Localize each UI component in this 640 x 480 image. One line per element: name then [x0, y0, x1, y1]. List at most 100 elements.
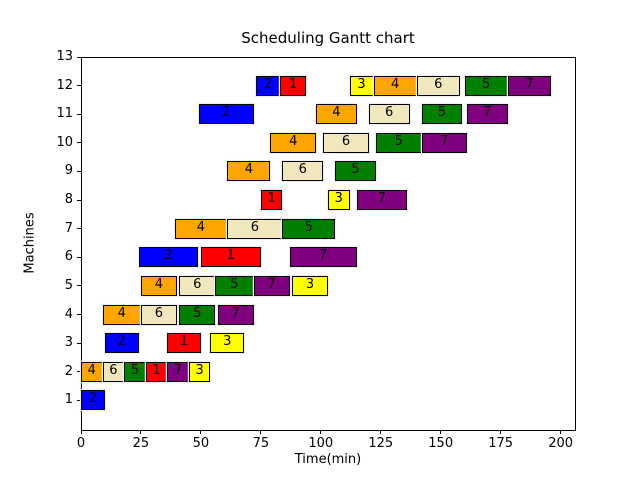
gantt-bar: 5 — [464, 75, 508, 96]
x-tick-mark — [200, 430, 202, 434]
gantt-bar: 5 — [124, 361, 146, 382]
gantt-bar-job-label: 2 — [88, 391, 98, 407]
gantt-bar-job-label: 4 — [289, 133, 298, 149]
gantt-bar: 2 — [256, 75, 281, 96]
y-tick-mark — [77, 342, 81, 344]
y-tick-label: 1 — [64, 392, 73, 408]
gantt-bar: 1 — [167, 333, 201, 354]
gantt-bar: 2 — [81, 390, 105, 411]
y-tick-mark — [77, 314, 81, 316]
gantt-bar: 4 — [81, 361, 103, 382]
gantt-bar-job-label: 4 — [391, 76, 400, 92]
gantt-bar: 6 — [282, 161, 324, 182]
x-tick-mark — [380, 430, 382, 434]
gantt-bar: 5 — [282, 218, 336, 239]
y-tick-label: 7 — [64, 220, 73, 236]
x-tick-mark — [80, 430, 82, 434]
gantt-bar: 6 — [179, 275, 216, 296]
gantt-bar-job-label: 1 — [289, 76, 298, 92]
gantt-bar: 3 — [328, 190, 350, 211]
gantt-bar: 6 — [323, 132, 369, 153]
x-tick-label: 100 — [308, 436, 334, 451]
gantt-bar-job-label: 4 — [87, 362, 96, 378]
chart-title: Scheduling Gantt chart — [241, 29, 415, 47]
y-tick-label: 2 — [64, 363, 73, 379]
y-tick-mark — [77, 113, 81, 115]
gantt-bar: 1 — [145, 361, 168, 382]
x-tick-label: 75 — [252, 436, 270, 451]
y-tick-label: 9 — [64, 163, 73, 179]
gantt-bar-job-label: 6 — [193, 276, 202, 292]
gantt-bar-job-label: 6 — [341, 133, 351, 149]
gantt-bar: 4 — [140, 275, 177, 296]
gantt-bar: 3 — [349, 75, 374, 96]
gantt-bar: 7 — [467, 104, 508, 125]
gantt-bar-job-label: 7 — [483, 105, 492, 121]
gantt-bar-job-label: 3 — [357, 76, 366, 92]
gantt-bar: 3 — [210, 333, 245, 354]
gantt-bar-job-label: 5 — [482, 76, 491, 92]
gantt-bar: 1 — [200, 247, 261, 268]
x-tick-mark — [320, 430, 322, 434]
gantt-bar: 5 — [215, 275, 254, 296]
gantt-bar: 4 — [316, 104, 357, 125]
gantt-bar-job-label: 3 — [223, 334, 232, 350]
gantt-bar-job-label: 7 — [525, 76, 534, 92]
gantt-bar: 6 — [368, 104, 410, 125]
gantt-bar: 7 — [217, 304, 254, 325]
gantt-bar: 7 — [356, 190, 408, 211]
y-tick-label: 4 — [64, 306, 73, 322]
gantt-bar: 6 — [102, 361, 125, 382]
y-tick-label: 12 — [56, 77, 73, 93]
gantt-bar: 1 — [280, 75, 307, 96]
y-tick-label: 6 — [64, 249, 73, 265]
gantt-bar: 5 — [421, 104, 463, 125]
gantt-bar-job-label: 1 — [226, 248, 235, 264]
gantt-bar-job-label: 6 — [109, 362, 118, 378]
gantt-bar-job-label: 4 — [154, 276, 164, 292]
y-tick-mark — [77, 85, 81, 87]
gantt-bar: 3 — [292, 275, 328, 296]
plot-area — [81, 57, 576, 431]
y-tick-mark — [77, 285, 81, 287]
x-tick-label: 175 — [488, 436, 514, 451]
gantt-bar: 4 — [373, 75, 417, 96]
y-tick-mark — [77, 142, 81, 144]
x-tick-mark — [260, 430, 262, 434]
x-tick-mark — [140, 430, 142, 434]
gantt-bar: 4 — [174, 218, 228, 239]
gantt-bar: 4 — [227, 161, 271, 182]
gantt-bar-job-label: 4 — [196, 219, 206, 235]
x-tick-label: 25 — [132, 436, 150, 451]
x-tick-label: 200 — [548, 436, 574, 451]
y-tick-mark — [77, 256, 81, 258]
gantt-bar: 7 — [289, 247, 357, 268]
gantt-bar-job-label: 7 — [173, 362, 183, 378]
gantt-bar-job-label: 7 — [267, 276, 276, 292]
gantt-bar: 4 — [270, 132, 316, 153]
y-tick-label: 10 — [56, 134, 73, 150]
gantt-bar-job-label: 6 — [154, 305, 164, 321]
y-tick-mark — [77, 228, 81, 230]
gantt-bar: 6 — [416, 75, 460, 96]
y-tick-mark — [77, 199, 81, 201]
x-tick-mark — [500, 430, 502, 434]
gantt-bar-job-label: 3 — [334, 191, 343, 207]
gantt-bar-job-label: 1 — [152, 362, 161, 378]
gantt-bar-job-label: 2 — [263, 76, 273, 92]
gantt-bar-job-label: 6 — [434, 76, 443, 92]
x-tick-label: 150 — [428, 436, 454, 451]
y-tick-mark — [77, 399, 81, 401]
gantt-bar: 5 — [179, 304, 216, 325]
gantt-bar: 7 — [421, 132, 468, 153]
x-tick-mark — [440, 430, 442, 434]
gantt-bar-job-label: 5 — [130, 362, 140, 378]
gantt-bar: 1 — [260, 190, 283, 211]
y-tick-mark — [77, 170, 81, 172]
gantt-bar-job-label: 5 — [394, 133, 403, 149]
gantt-bar: 7 — [253, 275, 290, 296]
gantt-bar-job-label: 4 — [117, 305, 126, 321]
y-tick-label: 8 — [64, 192, 73, 208]
gantt-bar-job-label: 5 — [304, 219, 313, 235]
